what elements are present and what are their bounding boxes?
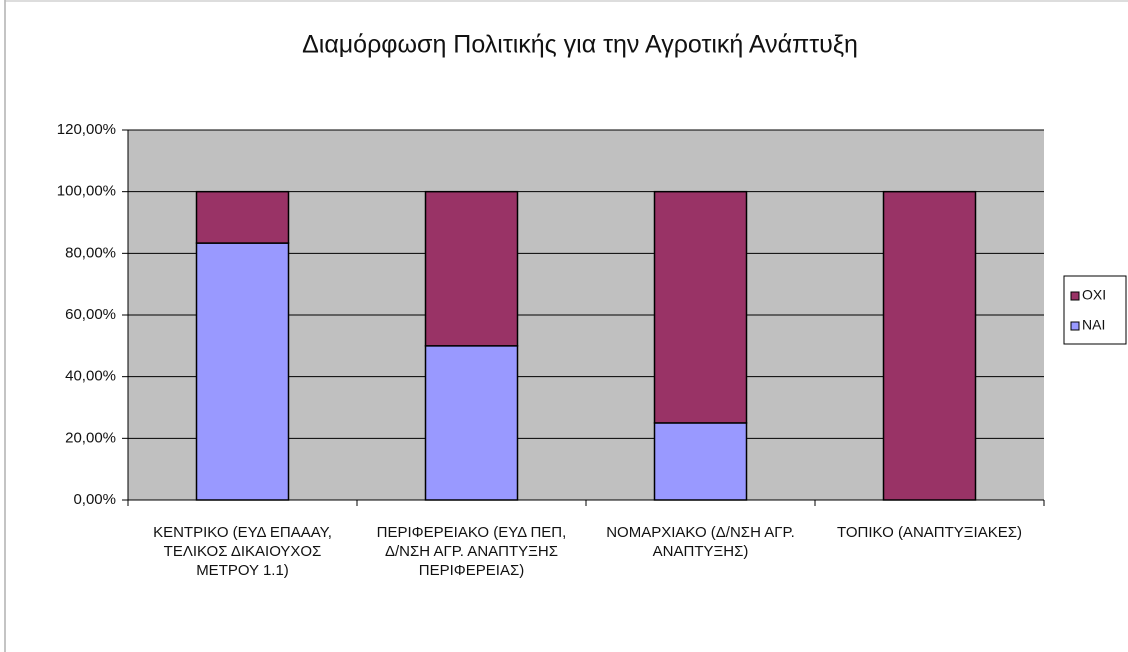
legend-label: ΟΧΙ — [1082, 287, 1106, 303]
bar — [424, 345, 519, 501]
x-tick-label: ΝΟΜΑΡΧΙΑΚΟ (Δ/ΝΣΗ ΑΓΡ. ΑΝΑΠΤΥΞΗΣ) — [606, 524, 795, 560]
bar — [653, 190, 748, 424]
bar — [195, 190, 290, 244]
x-tick-label: ΚΕΝΤΡΙΚΟ (ΕΥΔ ΕΠΑΑΑΥ, ΤΕΛΙΚΟΣ ΔΙΚΑΙΟΥΧΟΣ… — [153, 524, 332, 579]
chart-title: Διαμόρφωση Πολιτικής για την Αγροτική Αν… — [302, 31, 858, 59]
y-tick-label: 40,00% — [65, 368, 116, 385]
x-tick-label: ΠΕΡΙΦΕΡΕΙΑΚΟ (ΕΥΔ ΠΕΠ, Δ/ΝΣΗ ΑΓΡ. ΑΝΑΠΤΥ… — [376, 524, 567, 579]
y-tick-label: 20,00% — [65, 429, 116, 446]
x-tick-label: ΤΟΠΙΚΟ (ΑΝΑΠΤΥΞΙΑΚΕΣ) — [837, 524, 1022, 541]
bar — [195, 242, 290, 501]
legend-swatch — [1070, 321, 1080, 331]
y-tick-label: 100,00% — [57, 183, 116, 200]
y-tick-label: 60,00% — [65, 306, 116, 323]
bar — [653, 422, 748, 501]
bar — [424, 190, 519, 347]
legend-box — [1063, 275, 1127, 345]
bar — [882, 190, 977, 501]
y-tick-label: 80,00% — [65, 244, 116, 261]
legend-swatch — [1070, 291, 1080, 301]
y-tick-label: 120,00% — [57, 121, 116, 138]
y-tick-label: 0,00% — [73, 491, 116, 508]
legend-label: ΝΑΙ — [1082, 317, 1105, 333]
